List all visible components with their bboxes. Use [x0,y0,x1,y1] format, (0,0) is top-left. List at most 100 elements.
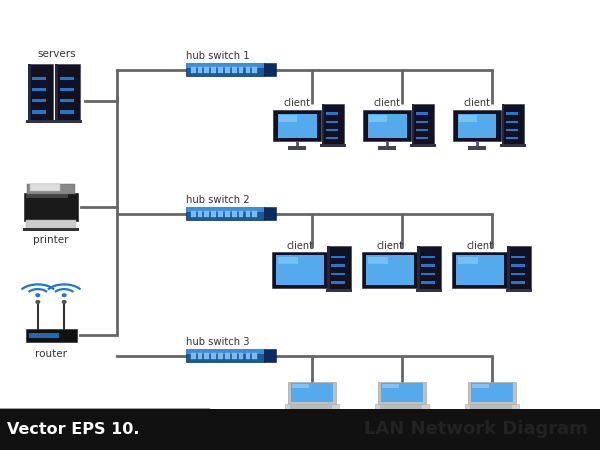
FancyBboxPatch shape [253,211,257,217]
Text: client: client [377,241,404,251]
FancyBboxPatch shape [506,121,518,123]
FancyBboxPatch shape [417,247,420,289]
FancyBboxPatch shape [0,409,600,450]
FancyBboxPatch shape [26,120,54,123]
FancyBboxPatch shape [454,110,500,140]
FancyBboxPatch shape [326,121,338,123]
FancyBboxPatch shape [55,64,58,120]
FancyBboxPatch shape [211,353,216,359]
FancyBboxPatch shape [452,252,508,288]
FancyBboxPatch shape [264,63,276,76]
FancyBboxPatch shape [417,247,441,289]
FancyBboxPatch shape [326,129,338,131]
Circle shape [36,294,40,297]
FancyBboxPatch shape [291,383,333,402]
FancyBboxPatch shape [197,353,202,359]
Text: hub switch 2: hub switch 2 [186,195,250,205]
FancyBboxPatch shape [506,137,518,139]
FancyBboxPatch shape [218,211,223,217]
FancyBboxPatch shape [421,273,434,275]
FancyBboxPatch shape [502,104,524,144]
Text: client: client [479,415,505,425]
Text: client: client [463,98,491,108]
Polygon shape [0,409,228,450]
FancyBboxPatch shape [366,255,414,285]
FancyBboxPatch shape [327,247,351,289]
Text: hub switch 3: hub switch 3 [186,337,250,347]
FancyBboxPatch shape [285,404,339,411]
FancyBboxPatch shape [511,264,524,267]
FancyBboxPatch shape [502,104,505,144]
FancyBboxPatch shape [421,256,434,258]
FancyBboxPatch shape [225,211,230,217]
FancyBboxPatch shape [468,382,516,404]
FancyBboxPatch shape [280,115,297,122]
FancyBboxPatch shape [511,256,524,258]
FancyBboxPatch shape [218,67,223,73]
FancyBboxPatch shape [276,255,324,285]
FancyBboxPatch shape [32,76,46,80]
FancyBboxPatch shape [506,112,518,115]
FancyBboxPatch shape [326,112,338,115]
FancyBboxPatch shape [28,64,53,120]
FancyBboxPatch shape [60,99,74,102]
FancyBboxPatch shape [218,353,223,359]
Text: Vector EPS 10.: Vector EPS 10. [7,422,140,437]
FancyBboxPatch shape [60,76,74,80]
FancyBboxPatch shape [368,257,388,264]
FancyBboxPatch shape [239,353,244,359]
FancyBboxPatch shape [23,228,79,231]
FancyBboxPatch shape [292,384,309,388]
FancyBboxPatch shape [511,273,524,275]
FancyBboxPatch shape [211,67,216,73]
FancyBboxPatch shape [197,211,202,217]
FancyBboxPatch shape [470,405,512,410]
Circle shape [62,294,66,297]
FancyBboxPatch shape [30,184,60,191]
FancyBboxPatch shape [416,137,428,139]
FancyBboxPatch shape [26,194,68,198]
FancyBboxPatch shape [331,273,344,275]
FancyBboxPatch shape [421,281,434,284]
FancyBboxPatch shape [186,207,264,220]
Text: client: client [389,415,415,425]
FancyBboxPatch shape [54,120,82,123]
FancyBboxPatch shape [191,353,196,359]
Text: printer: printer [33,235,69,245]
FancyBboxPatch shape [370,115,387,122]
FancyBboxPatch shape [253,353,257,359]
FancyBboxPatch shape [272,252,328,288]
Circle shape [36,301,40,303]
FancyBboxPatch shape [364,110,410,140]
FancyBboxPatch shape [331,256,344,258]
FancyBboxPatch shape [239,211,244,217]
FancyBboxPatch shape [456,255,504,285]
FancyBboxPatch shape [186,63,264,68]
FancyBboxPatch shape [288,147,306,150]
FancyBboxPatch shape [26,220,76,229]
FancyBboxPatch shape [211,211,216,217]
FancyBboxPatch shape [277,113,317,139]
FancyBboxPatch shape [274,110,320,140]
FancyBboxPatch shape [500,144,526,147]
FancyBboxPatch shape [186,349,264,354]
FancyBboxPatch shape [331,281,344,284]
FancyBboxPatch shape [288,382,336,404]
FancyBboxPatch shape [410,144,436,147]
FancyBboxPatch shape [205,211,209,217]
FancyBboxPatch shape [382,384,399,388]
FancyBboxPatch shape [367,113,407,139]
FancyBboxPatch shape [205,353,209,359]
FancyBboxPatch shape [24,193,78,221]
FancyBboxPatch shape [381,383,423,402]
FancyBboxPatch shape [322,104,344,144]
FancyBboxPatch shape [320,144,346,147]
FancyBboxPatch shape [375,404,429,411]
FancyBboxPatch shape [378,382,426,404]
FancyBboxPatch shape [186,207,264,212]
FancyBboxPatch shape [421,264,434,267]
FancyBboxPatch shape [225,353,230,359]
FancyBboxPatch shape [28,64,31,120]
FancyBboxPatch shape [225,67,230,73]
FancyBboxPatch shape [468,147,486,150]
